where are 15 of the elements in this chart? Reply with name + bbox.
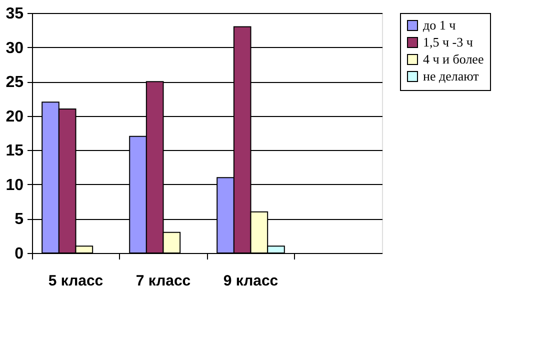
x-tick-label: 9 класс [223,272,278,290]
y-tick-label: 10 [6,176,24,194]
y-tick-label: 5 [14,211,24,228]
y-tick-label: 25 [6,74,24,92]
legend-label: до 1 ч [423,18,456,32]
legend-label: 1,5 ч -3 ч [423,34,474,50]
y-tick-label: 35 [6,6,24,22]
legend-label: 4 ч и более [423,52,484,66]
y-tick-label: 0 [14,246,24,262]
y-tick-label: 20 [6,108,24,126]
x-tick-label: 7 класс [136,272,191,290]
legend-label: не делают [423,68,480,84]
y-tick-label: 30 [6,40,24,57]
y-tick-label: 15 [6,142,24,160]
x-tick-label: 5 класс [48,272,104,290]
